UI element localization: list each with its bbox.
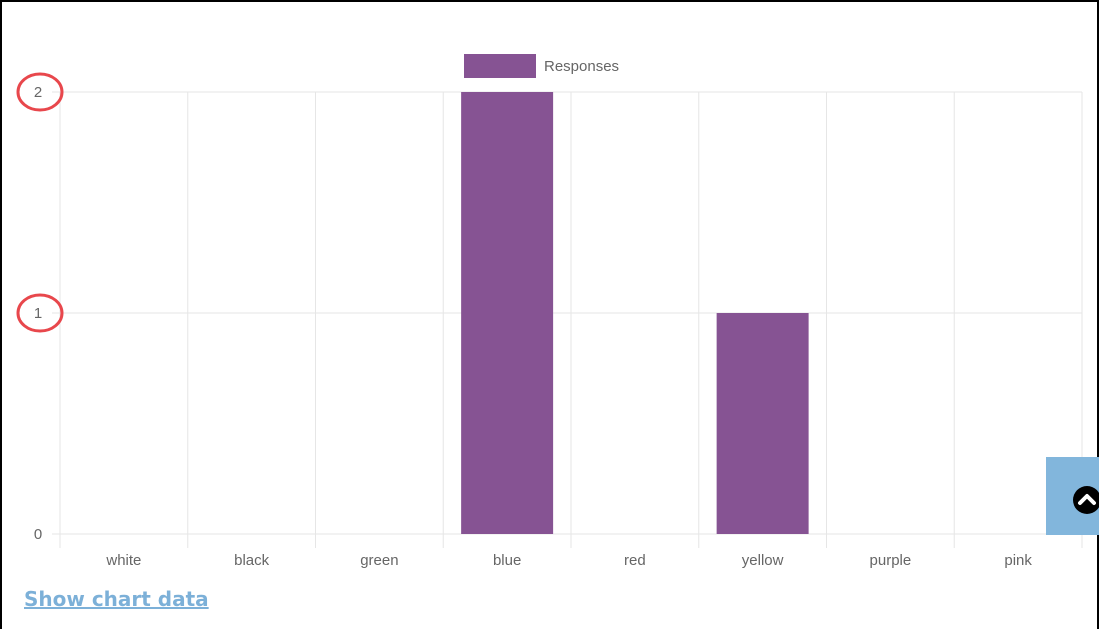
x-tick-label: white [105, 552, 141, 569]
bar [716, 313, 809, 534]
x-tick-label: purple [870, 552, 912, 569]
scroll-to-top-button[interactable] [1046, 457, 1099, 535]
y-tick-label: 0 [34, 526, 42, 543]
highlight-circle [16, 72, 64, 112]
bar [461, 92, 554, 534]
x-tick-label: red [624, 552, 646, 569]
y-tick-label: 2 [34, 84, 42, 101]
y-tick-label: 1 [34, 305, 42, 322]
x-tick-label: pink [1004, 552, 1032, 569]
x-tick-label: blue [493, 552, 521, 569]
legend-label: Responses [544, 58, 619, 75]
legend-swatch [464, 54, 536, 78]
x-tick-label: yellow [742, 552, 784, 569]
x-tick-label: black [234, 552, 270, 569]
show-chart-data-link[interactable]: Show chart data [24, 587, 209, 611]
chevron-up-circle-icon [1073, 486, 1099, 514]
x-tick-label: green [360, 552, 398, 569]
highlight-circle [16, 293, 64, 333]
